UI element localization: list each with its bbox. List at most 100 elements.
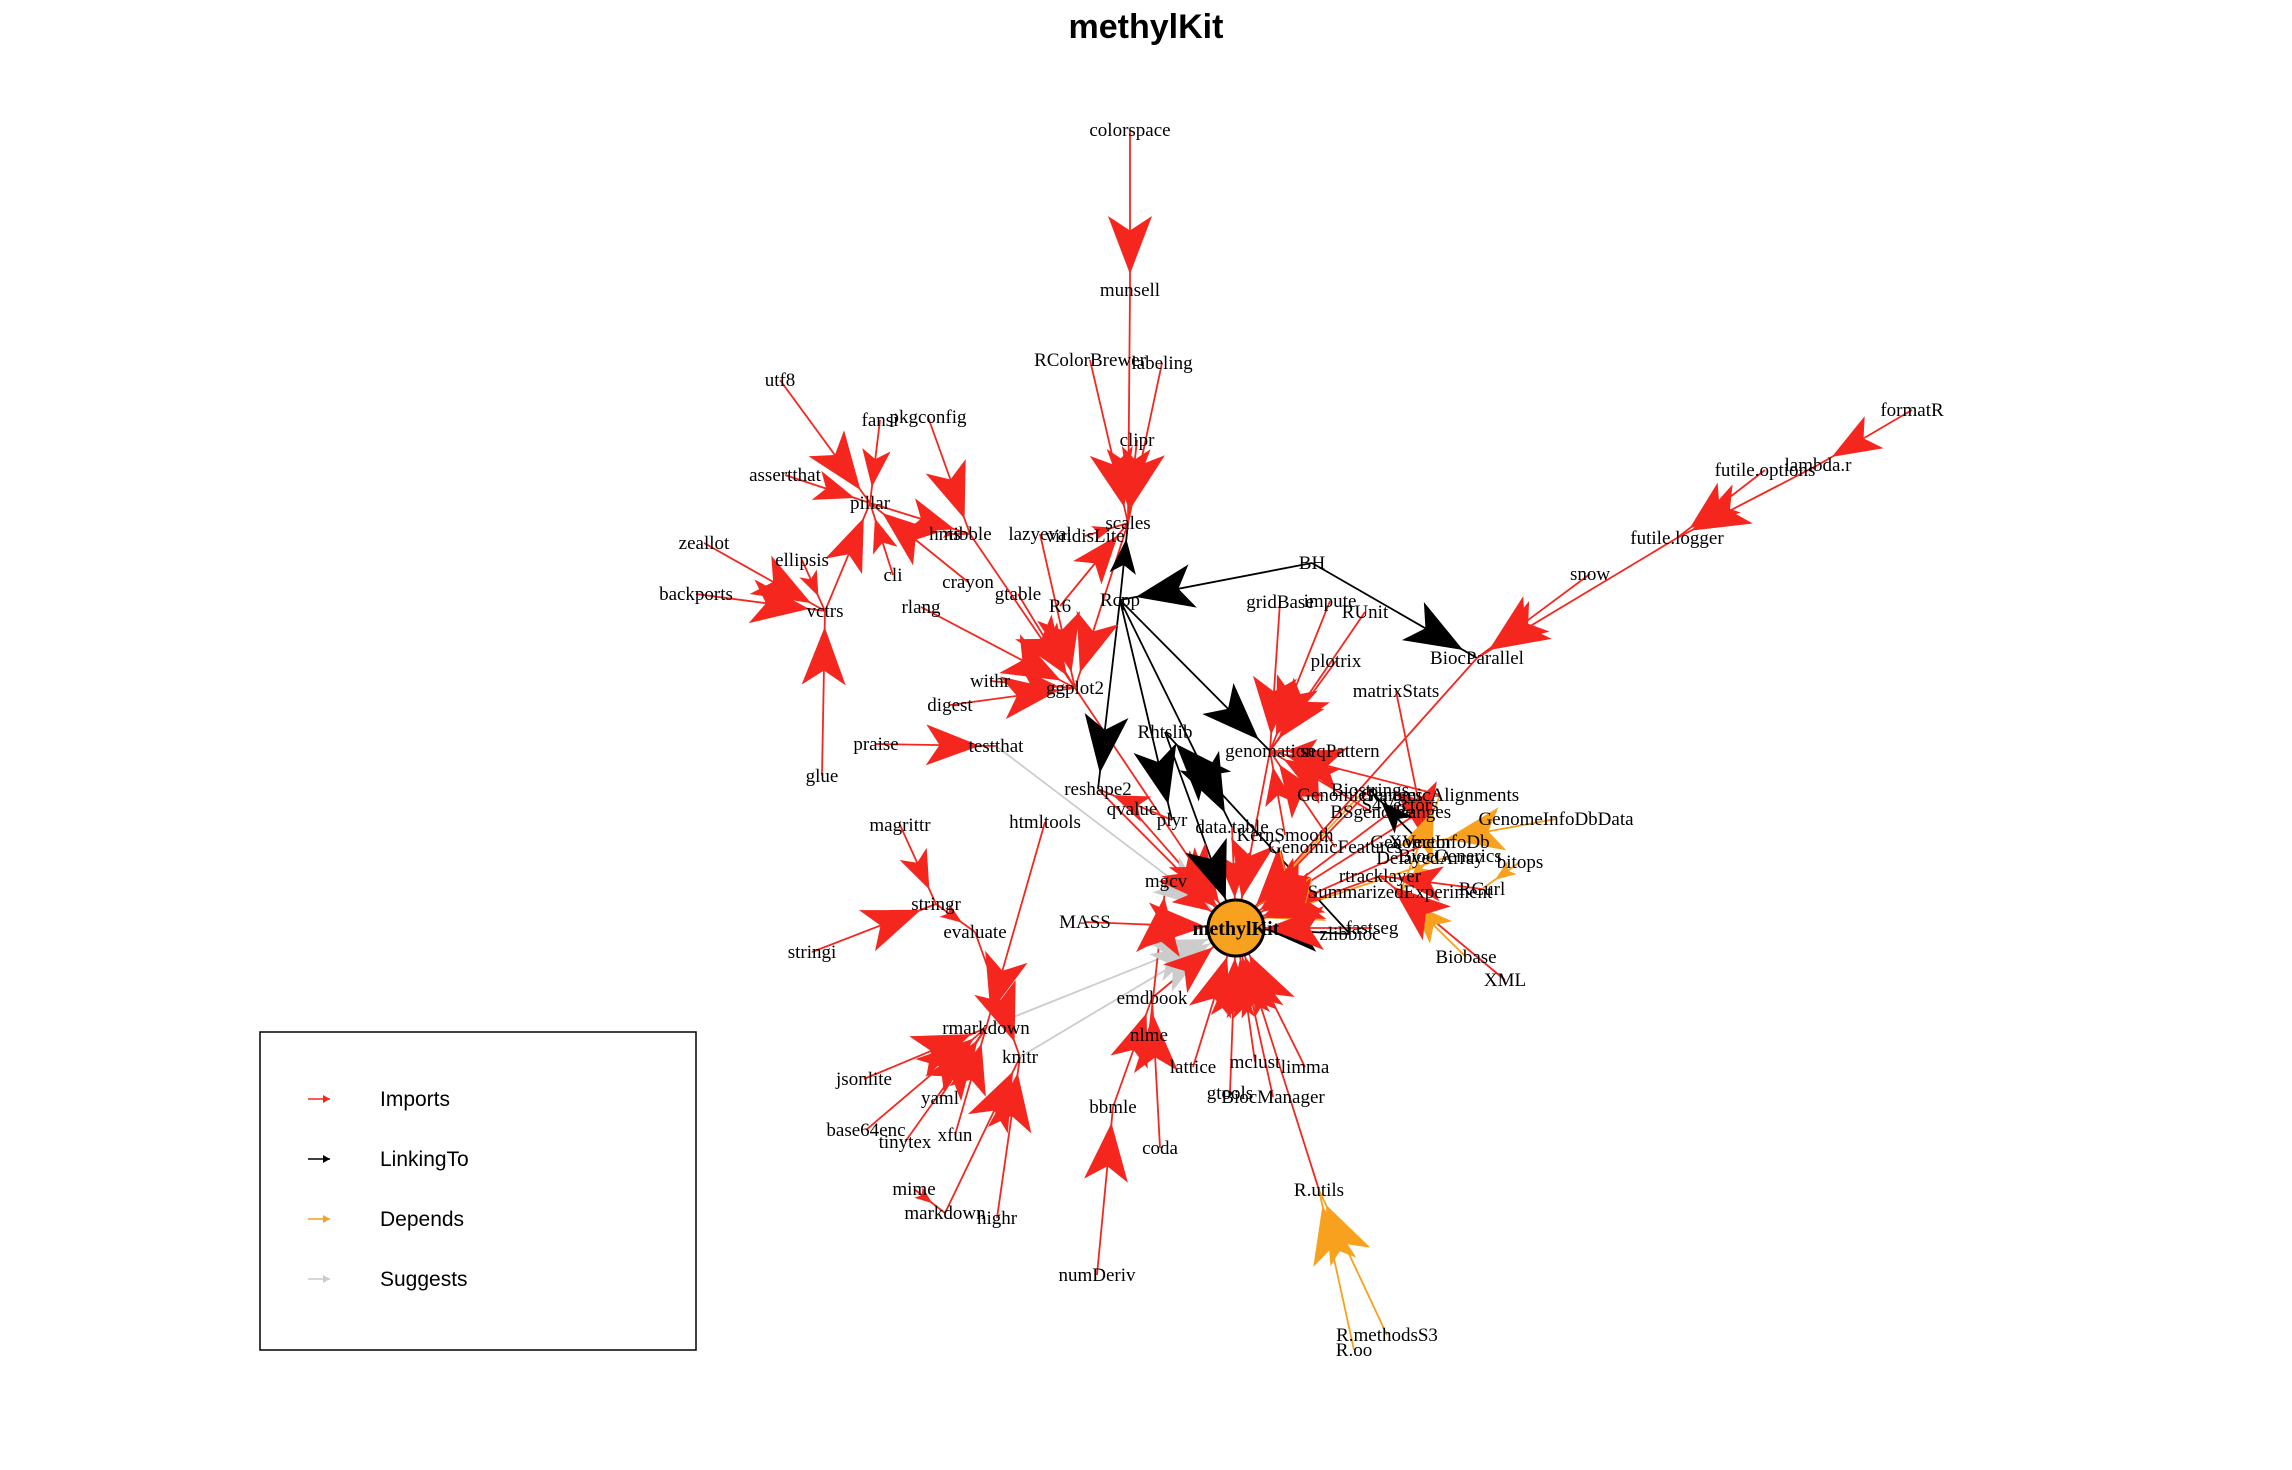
node-label[interactable]: IRanges [1389,802,1451,823]
node-label[interactable]: formatR [1880,400,1944,421]
node-label[interactable]: matrixStats [1353,681,1440,702]
node-label[interactable]: backports [659,584,733,605]
node-label[interactable]: GenomicFeatures [1268,837,1402,858]
node-label[interactable]: bbmle [1089,1097,1137,1118]
node-label[interactable]: MASS [1059,912,1111,933]
node-label[interactable]: lazyeval [1008,524,1071,545]
node-label[interactable]: BSgenome [1330,802,1413,823]
node-label[interactable]: GenomeInfoDbData [1478,809,1634,830]
node-label[interactable]: fansi [862,410,899,431]
node-label[interactable]: nlme [1130,1025,1168,1046]
node-label[interactable]: highr [977,1208,1018,1229]
node-label[interactable]: R.utils [1294,1180,1344,1201]
node-label[interactable]: pillar [850,493,891,514]
node-label[interactable]: BH [1299,553,1326,574]
node-label[interactable]: evaluate [943,922,1006,943]
node-label[interactable]: labeling [1131,353,1193,374]
node-label[interactable]: plyr [1157,810,1188,831]
node-label[interactable]: R6 [1049,596,1071,617]
node-label[interactable]: snow [1570,564,1610,585]
node-label[interactable]: coda [1142,1138,1178,1159]
node-label[interactable]: assertthat [749,465,821,486]
node-label[interactable]: ggplot2 [1046,678,1104,699]
node-label[interactable]: RUnit [1342,602,1389,623]
node-label[interactable]: Rhtslib [1138,722,1193,743]
node-label[interactable]: stringr [911,894,961,915]
node-label[interactable]: RCurl [1459,879,1505,900]
node-label[interactable]: genomation [1225,741,1315,762]
node-label[interactable]: withr [970,671,1011,692]
node-label[interactable]: XVector [1388,832,1452,853]
node-label[interactable]: digest [927,695,973,716]
node-label[interactable]: Biobase [1435,947,1496,968]
node-label[interactable]: RColorBrewer [1034,350,1147,371]
node-label[interactable]: GenomicRanges [1297,785,1423,806]
node-label[interactable]: stringi [788,942,837,963]
node-label[interactable]: gridBase [1246,592,1314,613]
node-label[interactable]: base64enc [826,1120,905,1141]
node-label[interactable]: markdown [904,1203,986,1224]
node-label[interactable]: plotrix [1311,651,1362,672]
node-label[interactable]: htmltools [1009,812,1081,833]
node-label[interactable]: numDeriv [1058,1265,1136,1286]
node-label[interactable]: pkgconfig [889,407,967,428]
node-label[interactable]: GenomeInfoDb [1370,832,1489,853]
node-label[interactable]: KernSmooth [1236,825,1334,846]
node-label[interactable]: Biostrings [1331,780,1409,801]
node-label[interactable]: GenomicAlignments [1361,785,1519,806]
node-label[interactable]: praise [853,734,898,755]
node-label[interactable]: hms [929,524,961,545]
node-label[interactable]: utf8 [765,370,796,391]
node-label[interactable]: cli [884,565,903,586]
node-label[interactable]: clipr [1120,430,1155,451]
node-label[interactable]: lattice [1170,1057,1216,1078]
node-label[interactable]: reshape2 [1064,779,1132,800]
node-label[interactable]: limma [1281,1057,1330,1078]
node-label[interactable]: rmarkdown [942,1018,1030,1039]
node-label[interactable]: XML [1484,970,1526,991]
node-label[interactable]: ellipsis [775,550,829,571]
node-label[interactable]: xfun [938,1125,973,1146]
node-label[interactable]: DelayedArray [1376,848,1484,869]
node-label[interactable]: vctrs [807,601,844,622]
node-label[interactable]: R.oo [1336,1340,1372,1361]
node-label[interactable]: futile.options [1715,460,1816,481]
node-label[interactable]: knitr [1002,1047,1039,1068]
node-label[interactable]: mgcv [1145,871,1188,892]
node-label[interactable]: bitops [1497,852,1543,873]
node-label[interactable]: impute [1304,591,1357,612]
node-label[interactable]: colorspace [1089,120,1170,141]
center-node[interactable]: methylKit [1193,898,1280,958]
node-label[interactable]: gtools [1207,1083,1253,1104]
node-label[interactable]: emdbook [1117,988,1188,1009]
node-label[interactable]: qvalue [1107,799,1158,820]
node-label[interactable]: mime [892,1179,935,1200]
node-label[interactable]: data.table [1195,817,1268,838]
node-label[interactable]: Rcpp [1100,590,1140,611]
node-label[interactable]: scales [1105,513,1150,534]
node-label[interactable]: BiocGenerics [1398,846,1501,867]
node-label[interactable]: yaml [921,1088,959,1109]
node-label[interactable]: gtable [995,584,1041,605]
node-label[interactable]: viridisLite [1045,526,1124,547]
node-label[interactable]: munsell [1100,280,1160,301]
node-label[interactable]: mclust [1230,1052,1281,1073]
node-label[interactable]: magrittr [869,815,931,836]
node-label[interactable]: lambda.r [1784,455,1852,476]
node-label[interactable]: S4Vectors [1361,795,1438,816]
node-label[interactable]: glue [806,766,839,787]
node-label[interactable]: zeallot [679,533,730,554]
node-label[interactable]: BiocManager [1221,1087,1325,1108]
node-label[interactable]: rtracklayer [1339,866,1422,887]
node-label[interactable]: seqPattern [1300,741,1380,762]
node-label[interactable]: crayon [942,572,994,593]
node-label[interactable]: testthat [969,736,1025,757]
node-label[interactable]: BiocParallel [1430,648,1524,669]
node-label[interactable]: rlang [901,597,941,618]
node-label[interactable]: R.methodsS3 [1336,1325,1438,1346]
node-label[interactable]: SummarizedExperiment [1308,882,1493,903]
node-label[interactable]: fastseg [1346,918,1399,939]
node-label[interactable]: zlibbioc [1319,924,1380,945]
node-label[interactable]: tibble [948,524,991,545]
node-label[interactable]: jsonlite [835,1069,892,1090]
